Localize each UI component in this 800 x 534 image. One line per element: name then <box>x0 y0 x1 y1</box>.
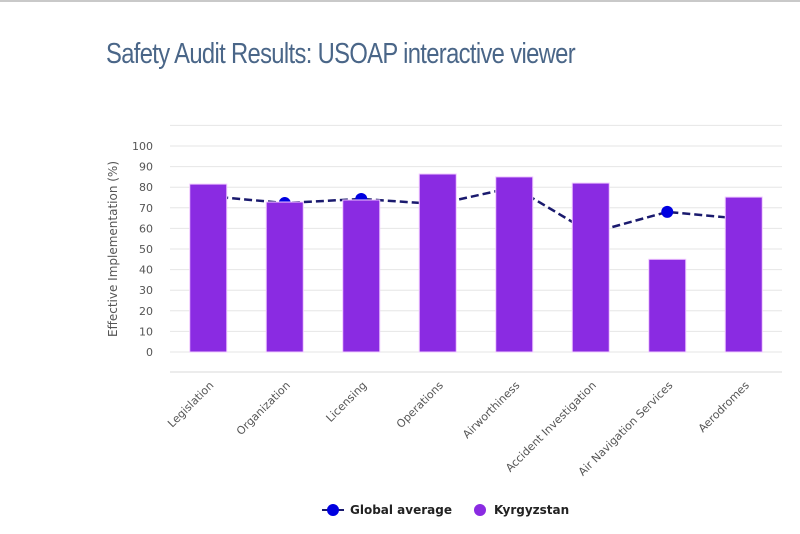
legend-item-global-average[interactable]: Global average <box>322 503 452 517</box>
y-tick-label: 40 <box>139 264 153 277</box>
x-tick-label: Organization <box>234 379 293 438</box>
bar[interactable] <box>648 258 687 353</box>
y-tick-label: 90 <box>139 161 153 174</box>
y-tick-label: 10 <box>139 325 153 338</box>
legend-label: Global average <box>350 503 452 517</box>
bar[interactable] <box>495 176 534 353</box>
grid-lines <box>170 124 782 373</box>
x-tick-label: Operations <box>394 379 446 431</box>
y-tick-label: 70 <box>139 202 153 215</box>
x-tick-label: Licensing <box>324 379 370 425</box>
bar[interactable] <box>418 173 457 353</box>
dot-icon <box>474 504 486 516</box>
y-tick-label: 20 <box>139 305 153 318</box>
legend-label: Kyrgyzstan <box>494 503 570 517</box>
top-border <box>0 0 800 2</box>
bar[interactable] <box>571 182 610 353</box>
legend: Global average Kyrgyzstan <box>322 503 591 517</box>
y-tick-label: 60 <box>139 222 153 235</box>
line-dot-icon <box>322 504 344 516</box>
bar[interactable] <box>342 199 381 353</box>
bar[interactable] <box>724 196 763 353</box>
bar[interactable] <box>189 183 228 353</box>
y-tick-label: 0 <box>146 346 153 359</box>
legend-item-kyrgyzstan[interactable]: Kyrgyzstan <box>474 503 569 517</box>
y-axis-label: Effective Implementation (%) <box>106 161 120 337</box>
x-tick-label: Airworthiness <box>460 379 522 441</box>
x-tick-label: Aerodromes <box>696 379 752 435</box>
y-tick-label: 50 <box>139 243 153 256</box>
line-marker[interactable] <box>661 205 674 218</box>
x-axis-labels: Legislation Organization Licensing Operatio… <box>165 379 752 479</box>
x-tick-label: Legislation <box>165 379 216 430</box>
bar[interactable] <box>265 201 304 353</box>
y-axis-ticks: 0 10 20 30 40 50 60 70 80 90 100 <box>132 140 153 359</box>
y-tick-label: 30 <box>139 284 153 297</box>
y-tick-label: 100 <box>132 140 153 153</box>
y-tick-label: 80 <box>139 181 153 194</box>
page-title: Safety Audit Results: USOAP interactive … <box>106 38 576 70</box>
bar-series <box>189 173 763 353</box>
